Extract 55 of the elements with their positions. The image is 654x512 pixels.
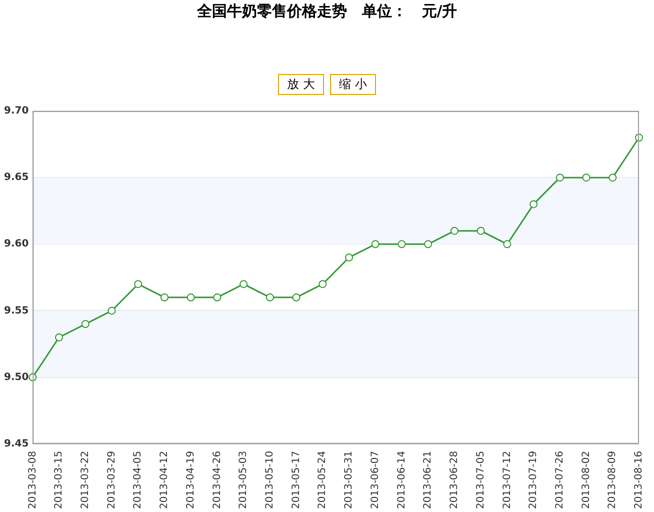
x-tick-label: 2013-06-07: [370, 450, 381, 510]
x-tick-label: 2013-08-16: [634, 450, 645, 510]
point: [318, 280, 327, 288]
x-tick-label: 2013-07-19: [528, 450, 540, 510]
x-tick-label: 2013-05-31: [344, 450, 355, 510]
point: [108, 306, 116, 315]
y-tick-label: 9.65: [4, 172, 29, 184]
point: [81, 320, 90, 328]
x-tick-label: 2013-05-24: [317, 450, 328, 510]
x-tick-label: 2013-06-21: [422, 450, 434, 510]
point: [503, 240, 512, 248]
x-tick-label: 2013-07-05: [475, 450, 486, 510]
point: [134, 280, 142, 288]
x-tick-label: 2013-07-26: [554, 450, 566, 510]
point: [240, 280, 248, 288]
point: [582, 174, 590, 182]
x-tick-label: 2013-04-26: [212, 450, 223, 510]
point: [345, 253, 354, 262]
chart-title: 全国牛奶零售价格走势 单位： 元/升: [196, 1, 458, 22]
x-tick-label: 2013-08-02: [580, 450, 592, 510]
x-tick-label: 2013-04-05: [132, 450, 144, 510]
point: [424, 240, 432, 248]
y-tick-label: 9.55: [4, 305, 29, 316]
x-tick-label: 2013-04-19: [185, 450, 196, 510]
point: [160, 293, 168, 302]
x-tick-label: 2013-06-28: [449, 450, 460, 510]
y-tick-label: 9.60: [4, 238, 29, 250]
point: [398, 240, 406, 248]
x-tick-label: 2013-05-10: [264, 450, 276, 510]
x-tick-label: 2013-06-14: [396, 450, 408, 510]
x-tick-label: 2013-05-17: [290, 450, 302, 510]
x-tick-label: 2013-03-29: [106, 450, 118, 510]
x-tick-label: 2013-08-09: [607, 450, 618, 510]
point: [266, 293, 274, 302]
text: 缩 小: [330, 74, 376, 95]
x-tick-label: 2013-03-08: [27, 450, 38, 510]
y-tick-label: 9.45: [4, 438, 29, 450]
y-tick-label: 9.70: [4, 106, 29, 117]
point: [530, 200, 538, 208]
y-tick-label: 9.50: [4, 372, 29, 383]
x-tick-label: 2013-03-22: [80, 450, 91, 510]
text: 放 大: [278, 74, 324, 95]
point: [55, 333, 64, 342]
x-tick-label: 2013-04-12: [159, 450, 170, 510]
x-tick-label: 2013-03-15: [54, 450, 65, 510]
point: [213, 293, 222, 302]
x-tick-label: 2013-05-03: [238, 450, 250, 510]
point: [608, 174, 617, 182]
x-tick-label: 2013-07-12: [502, 450, 513, 510]
point: [371, 240, 380, 248]
point: [476, 226, 485, 235]
point: [186, 293, 195, 302]
point: [556, 174, 564, 182]
point: [450, 226, 458, 235]
point: [292, 293, 300, 302]
